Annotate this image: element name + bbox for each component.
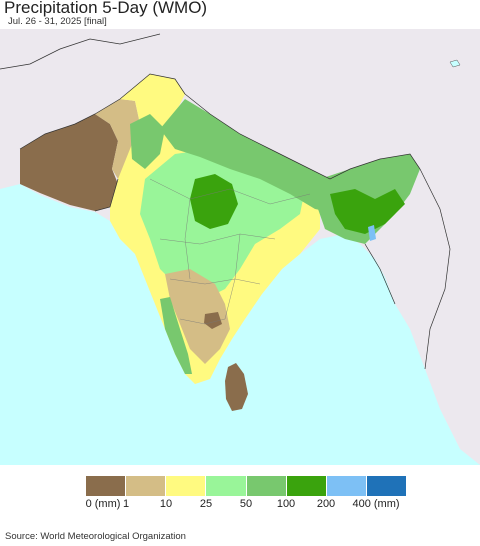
legend-swatch-5 xyxy=(286,476,327,496)
legend-swatch-4 xyxy=(246,476,287,496)
region-medium-green-2 xyxy=(130,114,165,169)
region-yellow-north xyxy=(120,74,185,144)
legend-label-0: 0 (mm) xyxy=(85,498,121,510)
legend-label-1: 1 xyxy=(122,498,130,510)
region-tan-south xyxy=(165,269,230,364)
region-sri-lanka xyxy=(225,363,248,411)
source-credit: Source: World Meteorological Organizatio… xyxy=(5,531,186,542)
legend-label-5: 100 xyxy=(276,498,296,510)
island xyxy=(449,59,461,68)
region-very-heavy xyxy=(368,225,376,241)
state-borders xyxy=(149,178,311,325)
map-subtitle: Jul. 26 - 31, 2025 [final] xyxy=(8,16,107,27)
ocean xyxy=(0,184,480,465)
legend-swatch-3 xyxy=(206,476,247,496)
region-medium-green xyxy=(160,99,360,214)
region-dry-west xyxy=(20,114,120,211)
region-northeast-dark xyxy=(330,189,405,234)
legend-bar xyxy=(86,476,406,496)
precipitation-map xyxy=(0,29,480,465)
country-borders xyxy=(0,33,451,370)
legend-labels: 0 (mm) 1 10 25 50 100 200 400 (mm) xyxy=(0,498,480,514)
region-west-coast xyxy=(160,297,192,374)
legend-swatch-6 xyxy=(326,476,367,496)
legend-swatch-0 xyxy=(86,476,127,496)
legend-label-7: 400 (mm) xyxy=(352,498,400,510)
legend-swatch-7 xyxy=(366,476,406,496)
legend-label-4: 50 xyxy=(239,498,253,510)
region-brown-spot xyxy=(204,312,222,329)
legend-label-3: 25 xyxy=(199,498,213,510)
legend-label-6: 200 xyxy=(316,498,336,510)
legend-swatch-2 xyxy=(166,476,207,496)
legend-label-2: 10 xyxy=(159,498,173,510)
map-title: Precipitation 5-Day (WMO) xyxy=(4,0,208,17)
region-central-heavy xyxy=(190,174,238,229)
legend-swatch-1 xyxy=(126,476,167,496)
